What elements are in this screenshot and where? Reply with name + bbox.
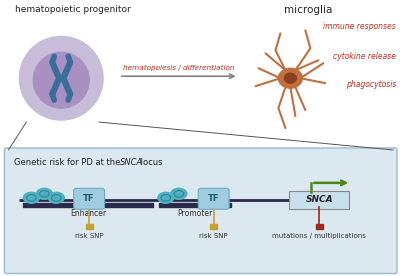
Ellipse shape [23,192,39,203]
Text: cytokine release: cytokine release [333,52,396,61]
Text: Promoter: Promoter [177,209,212,218]
Ellipse shape [171,188,187,199]
Bar [86,224,93,229]
Text: TF: TF [83,194,95,203]
Text: locus: locus [138,158,162,167]
Text: Genetic risk for PD at the: Genetic risk for PD at the [14,158,123,167]
Text: immune responses: immune responses [323,22,396,31]
Bar [316,224,323,229]
Ellipse shape [58,76,65,81]
Text: risk SNP: risk SNP [75,233,104,239]
Bar [23,203,153,207]
Text: Enhancer: Enhancer [70,209,106,218]
FancyBboxPatch shape [4,148,397,274]
Circle shape [19,36,103,120]
Text: risk SNP: risk SNP [199,233,228,239]
Bar [159,203,231,207]
FancyBboxPatch shape [289,191,349,209]
Bar [210,224,217,229]
FancyBboxPatch shape [74,188,104,209]
Ellipse shape [48,192,64,203]
Ellipse shape [36,188,52,199]
Ellipse shape [284,73,296,83]
Text: hematopoietic progenitor: hematopoietic progenitor [15,6,131,14]
Ellipse shape [158,192,174,203]
Text: phagocytosis: phagocytosis [346,80,396,89]
Text: hematopoiesis / differentiation: hematopoiesis / differentiation [123,65,234,71]
Text: SNCA: SNCA [306,195,333,204]
Circle shape [33,52,89,108]
Text: microglia: microglia [284,6,332,15]
FancyBboxPatch shape [198,188,229,209]
Text: mutations / multiplications: mutations / multiplications [272,233,366,239]
Ellipse shape [278,68,302,88]
Text: SNCA: SNCA [120,158,143,167]
Text: TF: TF [208,194,220,203]
